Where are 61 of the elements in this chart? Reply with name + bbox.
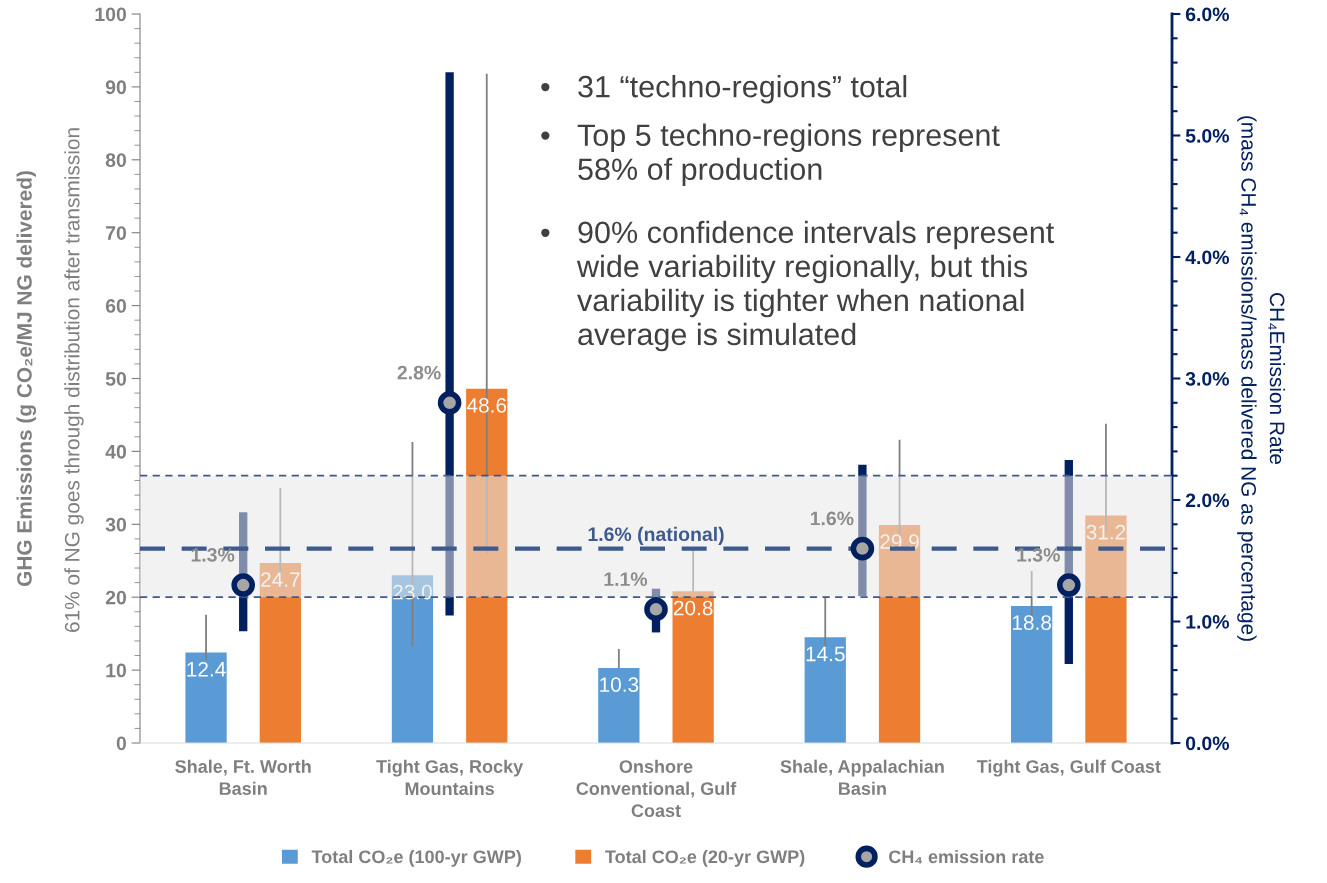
data-label: 1.6% <box>810 511 854 526</box>
y2-tick-label: 5.0% <box>1185 128 1229 143</box>
y2-tick-label: 4.0% <box>1185 250 1229 265</box>
x-tick-label: Onshore Conventional, Gulf Coast <box>576 759 737 818</box>
bar <box>466 388 508 743</box>
point <box>644 597 668 622</box>
point <box>231 573 256 597</box>
legend-label: Total CO₂e (100-yr GWP) <box>311 849 521 867</box>
x-tick-label: Tight Gas, Gulf Coast <box>976 759 1161 777</box>
data-label: 1.1% <box>604 572 648 587</box>
annotation: • Top 5 techno-regions represent 58% of production <box>541 123 1000 187</box>
y2-tick-label: 3.0% <box>1185 371 1229 386</box>
y-tick-label: 40 <box>105 444 127 459</box>
y-tick-label: 100 <box>95 7 127 22</box>
bar <box>391 575 434 743</box>
y-tick-label: 0 <box>116 736 127 751</box>
legend-label: Total CO₂e (20-yr GWP) <box>605 849 805 867</box>
data-label: 2.8% <box>397 365 441 380</box>
legend-label: CH₄ emission rate <box>889 849 1044 864</box>
y-tick-label: 20 <box>105 590 127 605</box>
data-label: 1.3% <box>1017 547 1060 562</box>
y2-tick-label: 6.0% <box>1185 7 1229 22</box>
data-label: 1.3% <box>191 547 235 562</box>
x-tick-label: Shale, Ft. Worth Basin <box>175 759 311 795</box>
y-tick-label: 80 <box>105 153 127 168</box>
bar <box>259 562 301 743</box>
bar <box>672 591 714 743</box>
y-axis-title: GHG Emissions (g CO₂e/MJ NG delivered) <box>16 171 37 587</box>
bar <box>804 637 846 743</box>
data-label: 12.4 <box>187 661 226 677</box>
y-tick-label: 30 <box>105 517 127 532</box>
data-label: 48.6 <box>466 398 507 413</box>
y2-tick-label: 1.0% <box>1186 614 1229 629</box>
ref-line-label: 1.6% (national) <box>588 526 724 545</box>
point <box>1056 573 1081 597</box>
y-tick-label: 10 <box>106 663 127 678</box>
data-label: 24.7 <box>261 572 300 587</box>
text: 61% of NG goes through distribution after transmission <box>64 128 84 632</box>
x-tick-label: Shale, Appalachian Basin <box>780 759 944 795</box>
annotation: • 90% confidence intervals represent wide variability regionally, but this variability is tighter when national average is simulated <box>541 220 1055 352</box>
y-tick-label: 60 <box>105 299 127 313</box>
bar <box>1011 605 1053 743</box>
data-label: 14.5 <box>806 646 845 662</box>
y2-tick-label: 0.0% <box>1185 736 1229 751</box>
point <box>437 390 462 415</box>
y-tick-label: 50 <box>105 371 127 386</box>
y-tick-label: 90 <box>105 80 127 95</box>
bar <box>598 667 640 743</box>
data-label: 20.8 <box>673 600 713 616</box>
bar <box>1085 515 1127 743</box>
y2-tick-label: 2.0% <box>1185 493 1229 508</box>
bar <box>185 652 227 743</box>
data-label: 10.3 <box>600 677 639 692</box>
data-label: 31.2 <box>1086 524 1126 540</box>
bar <box>878 525 921 743</box>
data-label: 18.8 <box>1012 615 1052 630</box>
point <box>850 536 875 561</box>
y2-axis-title: CH₄Emission Rate (mass CH₄ emissions/mass delivered NG as percentage) <box>1237 116 1286 641</box>
annotation: • 31 “techno-regions” total <box>541 75 907 104</box>
x-tick-label: Tight Gas, Rocky Mountains <box>376 759 524 796</box>
y-tick-label: 70 <box>106 226 127 240</box>
